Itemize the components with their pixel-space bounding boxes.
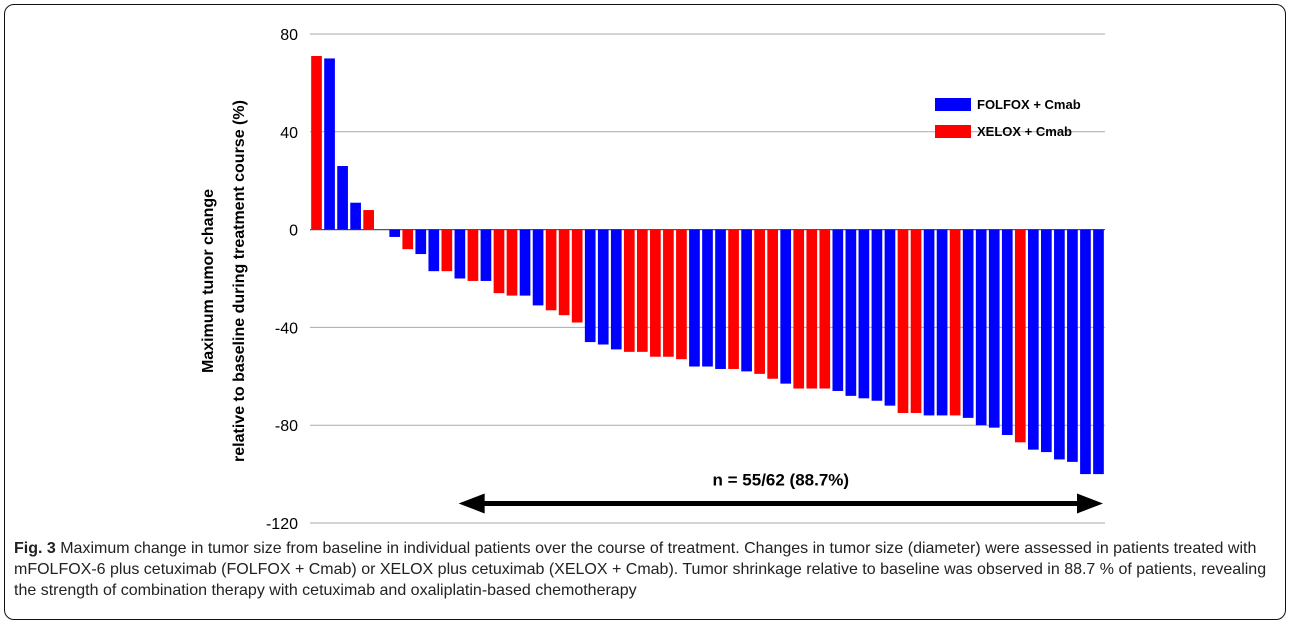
- y-tick-label: 80: [280, 27, 298, 44]
- bar: [558, 229, 570, 316]
- y-tick-label: 40: [280, 125, 298, 142]
- bar: [519, 229, 531, 296]
- bar: [897, 229, 909, 413]
- bar: [845, 229, 857, 396]
- bar: [363, 210, 374, 230]
- bar: [324, 58, 335, 230]
- bar: [1041, 229, 1052, 453]
- y-tick-label: -40: [275, 320, 298, 337]
- figure-caption: Fig. 3 Maximum change in tumor size from…: [14, 538, 1276, 601]
- bar: [793, 229, 805, 389]
- bar: [949, 229, 961, 416]
- bar: [819, 229, 831, 389]
- bar: [1093, 229, 1104, 475]
- legend-label: XELOX + Cmab: [977, 124, 1072, 139]
- y-axis-title-line1: Maximum tumor change: [200, 189, 217, 373]
- bar: [702, 229, 713, 367]
- bar: [767, 229, 779, 379]
- bar: [741, 229, 752, 372]
- bar: [871, 229, 883, 401]
- bar: [715, 229, 726, 369]
- bar: [728, 229, 739, 369]
- bars: [311, 56, 1104, 475]
- bar: [415, 229, 427, 255]
- bar: [597, 229, 609, 345]
- legend: FOLFOX + Cmab XELOX + Cmab: [935, 97, 1081, 139]
- arrow-head-left: [458, 493, 485, 514]
- y-tick-label: -120: [266, 516, 298, 533]
- bar: [389, 229, 401, 237]
- bar: [623, 229, 635, 352]
- bar: [636, 229, 648, 352]
- bar: [650, 229, 661, 357]
- bar: [663, 229, 674, 357]
- y-tick-label: -80: [275, 418, 298, 435]
- caption-label: Fig. 3: [14, 540, 56, 557]
- bar: [584, 229, 596, 343]
- bar: [1027, 229, 1039, 450]
- bar: [532, 229, 544, 306]
- bar: [402, 229, 414, 250]
- annotation: n = 55/62 (88.7%): [458, 470, 1103, 514]
- bar: [493, 229, 505, 294]
- y-axis-ticks: 80 40 0 -40 -80 -120: [266, 27, 298, 533]
- arrow-head-right: [1077, 493, 1103, 514]
- waterfall-chart: 80 40 0 -40 -80 -120 FOLFOX + Cmab XELOX + Cma…: [200, 27, 1105, 533]
- bar: [545, 229, 557, 311]
- bar: [689, 229, 700, 367]
- bar: [428, 229, 440, 272]
- bar: [467, 229, 479, 281]
- bar: [610, 229, 622, 350]
- bar: [832, 229, 844, 391]
- bar: [506, 229, 518, 296]
- bar: [858, 229, 870, 399]
- bar: [454, 229, 466, 279]
- bar: [975, 229, 987, 426]
- bar: [962, 229, 974, 418]
- bar: [780, 229, 792, 384]
- bar: [571, 229, 583, 323]
- bar: [910, 229, 922, 413]
- bar: [676, 229, 687, 360]
- y-axis-title-line2: relative to baseline during treatment co…: [231, 100, 248, 462]
- bar: [988, 229, 1000, 428]
- bar: [480, 229, 492, 281]
- legend-swatch: [935, 98, 971, 111]
- bar: [806, 229, 818, 389]
- bar: [884, 229, 896, 406]
- bar: [1080, 229, 1091, 475]
- bar: [923, 229, 935, 416]
- bar: [1014, 229, 1026, 443]
- bar: [1001, 229, 1013, 435]
- bar: [1054, 229, 1065, 460]
- legend-swatch: [935, 125, 971, 138]
- bar: [936, 229, 948, 416]
- bar: [441, 229, 453, 272]
- caption-text: Maximum change in tumor size from baseli…: [14, 540, 1267, 599]
- bar: [337, 166, 348, 230]
- legend-label: FOLFOX + Cmab: [977, 97, 1081, 112]
- y-tick-label: 0: [289, 223, 298, 240]
- annotation-label: n = 55/62 (88.7%): [713, 470, 850, 489]
- bar: [311, 56, 322, 230]
- bar: [350, 202, 361, 230]
- bar: [754, 229, 765, 374]
- bar: [1067, 229, 1078, 462]
